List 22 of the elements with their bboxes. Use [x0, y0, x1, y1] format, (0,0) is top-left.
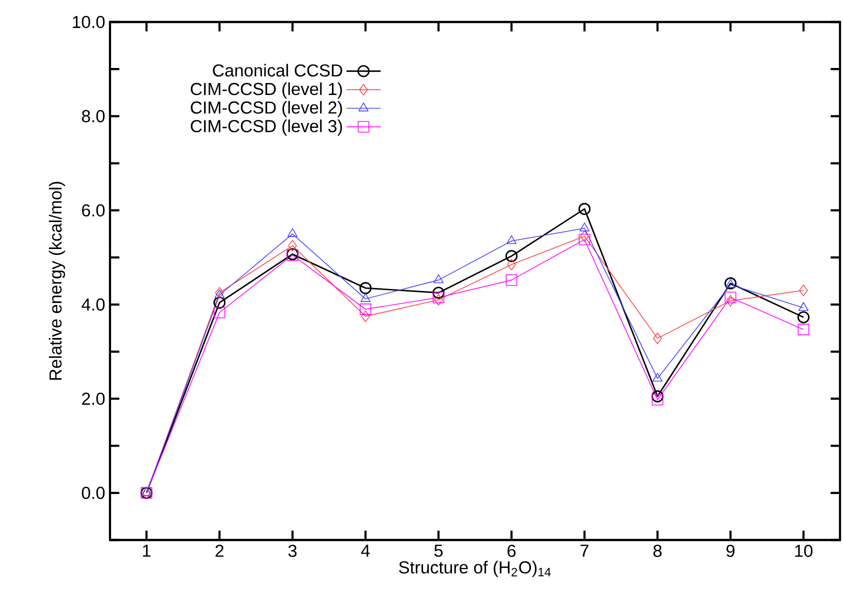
y-tick-label: 0.0: [82, 486, 105, 500]
x-tick-label: 10: [795, 544, 812, 557]
x-tick-label: 6: [508, 544, 516, 557]
x-tick-label: 9: [726, 544, 735, 557]
legend-label: CIM-CCSD (level 2): [190, 100, 342, 118]
x-tick-label: 3: [288, 544, 297, 557]
legend-label: Canonical CCSD: [212, 64, 342, 77]
y-tick-label: 2.0: [82, 392, 105, 405]
x-axis-title: Structure of (H$_{2}$O)$_{14}$: [399, 560, 551, 577]
y-tick-label: 6.0: [82, 204, 105, 216]
y-tick-label: 8.0: [82, 110, 105, 122]
x-tick-label: 2: [216, 544, 224, 557]
x-tick-label: 7: [580, 544, 588, 557]
y-axis-title: Relative energy (kcal/mol): [48, 182, 66, 380]
y-tick-label: 10.0: [72, 16, 105, 28]
x-tick-label: 1: [143, 544, 150, 557]
y-tick-label: 4.0: [82, 298, 105, 311]
x-tick-label: 8: [653, 544, 662, 557]
legend-label: CIM-CCSD (level 3): [190, 120, 342, 136]
legend-label: CIM-CCSD (level 1): [190, 82, 342, 99]
x-tick-label: 5: [434, 544, 443, 557]
x-tick-label: 4: [361, 544, 370, 557]
